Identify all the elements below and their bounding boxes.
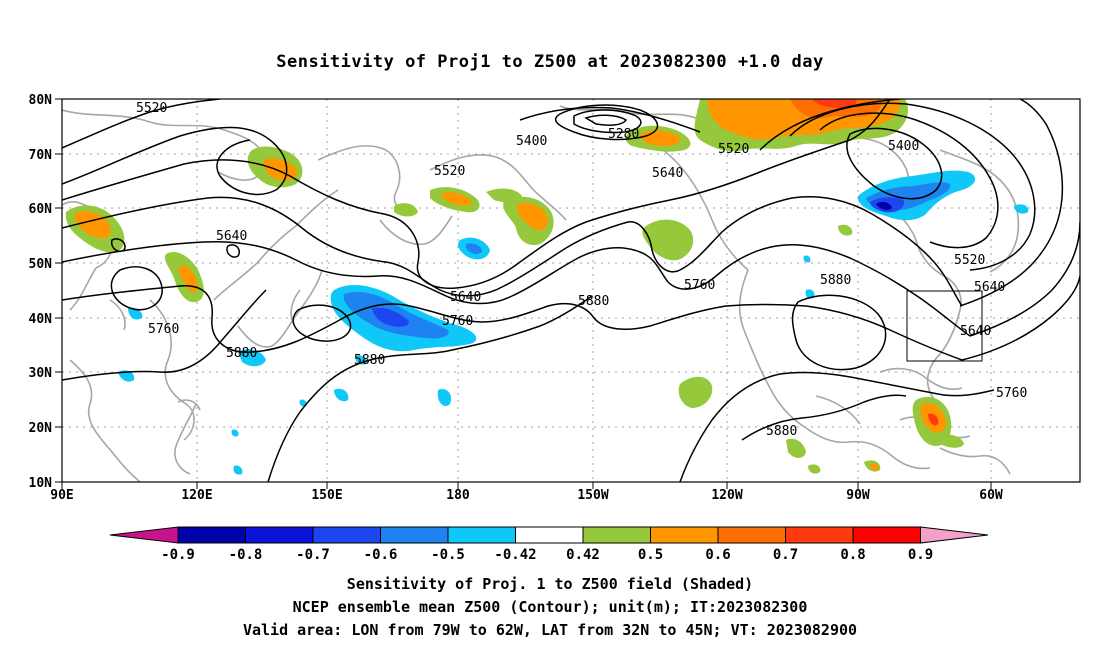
- contour-label: 5880: [820, 273, 851, 288]
- contour-label: 5880: [578, 294, 609, 309]
- colorbar-tick-label: -0.7: [296, 547, 330, 563]
- contour-label: 5520: [136, 101, 167, 116]
- colorbar-segment: [447, 526, 516, 544]
- caption-shading: Sensitivity of Proj. 1 to Z500 field (Sh…: [347, 575, 753, 593]
- colorbar-segment: [582, 526, 651, 544]
- contour-label: 5400: [888, 139, 919, 154]
- contour-label: 5640: [652, 166, 683, 181]
- contour-label: 5400: [516, 134, 547, 149]
- tick-marks: [55, 98, 992, 489]
- lat-tick-label: 60N: [29, 202, 53, 217]
- colorbar-tick-label: -0.9: [161, 547, 195, 563]
- colorbar-high-extend: [920, 526, 989, 544]
- contour-label: 5520: [718, 142, 749, 157]
- lon-tick-label: 60W: [979, 488, 1003, 503]
- colorbar-tick-label: -0.5: [431, 547, 465, 563]
- contour-labels: 5520 5400 5280 5520 5400 5520 5640 5640 …: [136, 101, 1027, 439]
- lon-tick-label: 90W: [846, 488, 870, 503]
- colorbar-tick-label: 0.8: [840, 547, 865, 563]
- contour-label: 5760: [442, 314, 473, 329]
- colorbar-tick-label: -0.42: [494, 547, 536, 563]
- contour-label: 5280: [608, 127, 639, 142]
- map-frame: [61, 98, 1081, 483]
- lon-tick-label: 150E: [311, 488, 342, 503]
- lat-tick-label: 70N: [29, 148, 53, 163]
- contour-label: 5640: [450, 290, 481, 305]
- longitude-axis: 90E 120E 150E 180 150W 120W 90W 60W: [50, 488, 1003, 503]
- contour-label: 5640: [974, 280, 1005, 295]
- graticule: [62, 99, 1080, 482]
- lon-tick-label: 120W: [711, 488, 742, 503]
- contour-label: 5880: [226, 346, 257, 361]
- colorbar-low-extend: [109, 526, 179, 544]
- contour-label: 5760: [684, 278, 715, 293]
- contour-label: 5520: [434, 164, 465, 179]
- caption-contour: NCEP ensemble mean Z500 (Contour); unit(…: [293, 598, 808, 616]
- caption-valid-area: Valid area: LON from 79W to 62W, LAT fro…: [243, 621, 857, 639]
- colorbar-tick-label: 0.9: [908, 547, 933, 563]
- colorbar-segment: [785, 526, 854, 544]
- colorbar-segment: [312, 526, 381, 544]
- contour-label: 5640: [960, 324, 991, 339]
- lat-tick-label: 20N: [29, 421, 53, 436]
- latitude-axis: 80N 70N 60N 50N 40N 30N 20N 10N: [29, 93, 53, 491]
- lat-tick-label: 50N: [29, 257, 53, 272]
- lon-tick-label: 150W: [577, 488, 608, 503]
- colorbar-segment: [380, 526, 449, 544]
- valid-area-box: [906, 290, 983, 362]
- colorbar-tick-label: -0.6: [364, 547, 398, 563]
- colorbar-tick-label: 0.6: [705, 547, 730, 563]
- lon-tick-label: 90E: [50, 488, 73, 503]
- colorbar-tick-label: 0.42: [566, 547, 600, 563]
- colorbar-segment: [852, 526, 921, 544]
- colorbar-tick-label: 0.5: [638, 547, 663, 563]
- figure-title: Sensitivity of Proj1 to Z500 at 20230823…: [276, 52, 823, 72]
- contour-label: 5640: [216, 229, 247, 244]
- colorbar-segment: [717, 526, 786, 544]
- lat-tick-label: 30N: [29, 366, 53, 381]
- lon-tick-label: 180: [446, 488, 470, 503]
- colorbar: -0.9 -0.8 -0.7 -0.6 -0.5 -0.42 0.42 0.5 …: [109, 526, 989, 563]
- z500-contours: [62, 99, 1080, 482]
- colorbar-tick-label: -0.8: [229, 547, 263, 563]
- lat-tick-label: 40N: [29, 312, 53, 327]
- contour-label: 5520: [954, 253, 985, 268]
- colorbar-segment: [650, 526, 719, 544]
- lat-tick-label: 80N: [29, 93, 53, 108]
- contour-label: 5880: [354, 353, 385, 368]
- colorbar-segment: [245, 526, 314, 544]
- lon-tick-label: 120E: [181, 488, 212, 503]
- contour-label: 5760: [148, 322, 179, 337]
- contour-label: 5760: [996, 386, 1027, 401]
- colorbar-segment: [515, 526, 584, 544]
- colorbar-tick-label: 0.7: [773, 547, 798, 563]
- lat-tick-label: 10N: [29, 476, 53, 491]
- contour-label: 5880: [766, 424, 797, 439]
- colorbar-segment: [177, 526, 246, 544]
